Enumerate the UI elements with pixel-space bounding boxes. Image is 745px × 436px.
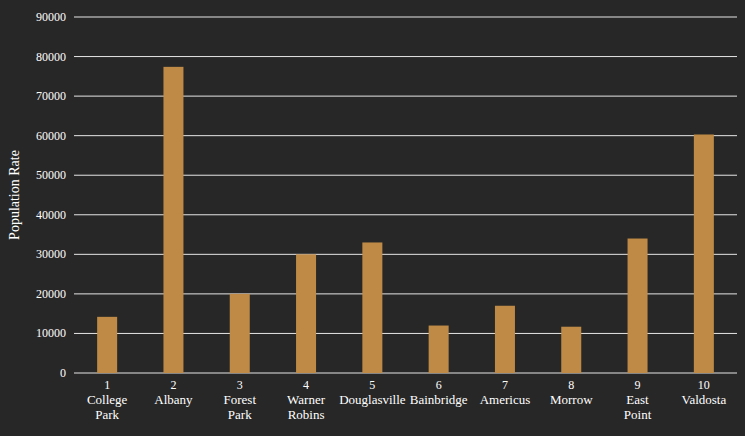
grid-line bbox=[74, 56, 737, 57]
x-tick-label: 5Douglasville bbox=[339, 378, 406, 407]
y-tick-label: 20000 bbox=[36, 287, 66, 301]
bar bbox=[97, 317, 117, 373]
y-tick-label: 70000 bbox=[36, 89, 66, 103]
bar bbox=[362, 242, 382, 373]
x-tick-label: 4WarnerRobins bbox=[287, 378, 326, 422]
bar bbox=[163, 67, 183, 373]
y-tick-label: 30000 bbox=[36, 247, 66, 261]
bar bbox=[429, 326, 449, 373]
y-axis-label: Population Rate bbox=[7, 150, 22, 240]
x-tick-label: 2Albany bbox=[154, 378, 193, 407]
bar bbox=[495, 306, 515, 373]
x-tick-label: 8Morrow bbox=[550, 378, 593, 407]
y-tick-label: 50000 bbox=[36, 168, 66, 182]
chart-svg: 0 10000 20000 30000 40000 50000 60000 70000 8000… bbox=[0, 0, 745, 436]
background bbox=[0, 0, 745, 436]
y-tick-label: 0 bbox=[60, 366, 66, 380]
grid bbox=[74, 17, 737, 373]
x-tick-label: 3ForestPark bbox=[224, 378, 257, 422]
x-tick-label: 9EastPoint bbox=[624, 378, 652, 422]
y-tick-label: 10000 bbox=[36, 326, 66, 340]
y-tick-label: 80000 bbox=[36, 50, 66, 64]
x-tick-label: 1CollegePark bbox=[87, 378, 128, 422]
x-tick-label: 7Americus bbox=[480, 378, 531, 407]
grid-line bbox=[74, 17, 737, 18]
bar bbox=[296, 254, 316, 373]
bar bbox=[628, 239, 648, 373]
x-tick-label: 10Valdosta bbox=[681, 378, 726, 407]
chart-container: 0 10000 20000 30000 40000 50000 60000 70000 8000… bbox=[0, 0, 745, 436]
y-tick-label: 60000 bbox=[36, 129, 66, 143]
y-tick-label: 40000 bbox=[36, 208, 66, 222]
bars bbox=[97, 67, 714, 373]
bar bbox=[230, 294, 250, 373]
y-tick-label: 90000 bbox=[36, 10, 66, 24]
bar bbox=[561, 327, 581, 373]
bar bbox=[694, 134, 714, 373]
x-tick-label: 6Bainbridge bbox=[410, 378, 468, 407]
